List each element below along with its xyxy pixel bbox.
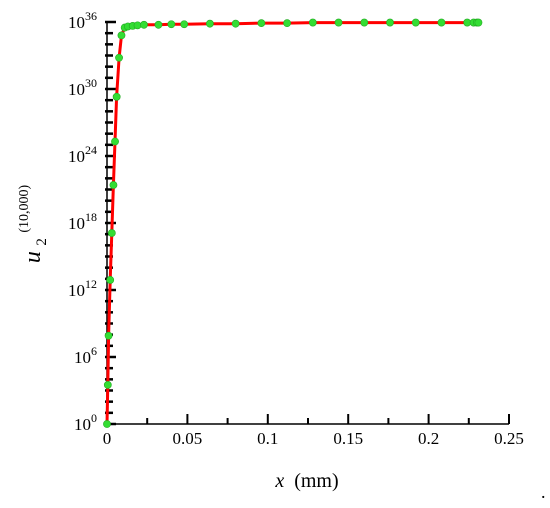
data-point (360, 18, 369, 27)
data-point (107, 229, 116, 237)
y-tick-exponent: 6 (91, 344, 97, 358)
x-axis-title: x (mm) (274, 470, 338, 492)
y-tick-label: 1024 (68, 143, 97, 166)
x-tick-label: 0.25 (494, 429, 524, 448)
data-point (167, 20, 176, 29)
y-tick-label: 100 (74, 411, 97, 434)
trailing-period: . (541, 482, 546, 502)
data-point (109, 181, 118, 189)
data-point (180, 20, 189, 29)
data-point (206, 19, 214, 28)
data-point (111, 137, 119, 146)
y-tick-label: 1030 (68, 76, 97, 99)
x-tick-label: 0.2 (418, 429, 439, 448)
x-tick-label: 0.05 (173, 429, 203, 448)
axes (106, 22, 509, 425)
y-axis-sup: (10,000) (17, 185, 32, 233)
data-point (463, 18, 472, 27)
data-point (106, 276, 115, 284)
data-point (411, 18, 420, 27)
y-tick-base: 10 (74, 348, 91, 367)
data-point (257, 19, 266, 28)
data-point (283, 19, 291, 28)
series (103, 18, 483, 428)
y-tick-exponent: 30 (85, 76, 97, 90)
y-tick-label: 1036 (68, 9, 97, 32)
data-point (115, 53, 123, 62)
y-tick-exponent: 0 (91, 411, 97, 425)
data-point (231, 19, 240, 28)
y-tick-exponent: 18 (85, 210, 97, 224)
axis-titles: x (mm) u 2 (10,000) (17, 185, 339, 492)
x-axis-unit: (mm) (294, 470, 338, 492)
data-point (474, 18, 483, 27)
data-point (133, 21, 142, 30)
y-tick-base: 10 (68, 13, 85, 32)
y-tick-base: 10 (68, 147, 85, 166)
y-tick-label: 106 (74, 344, 97, 367)
ticks (105, 20, 510, 426)
data-point (103, 420, 111, 428)
data-point (386, 18, 394, 27)
data-point (437, 18, 446, 27)
data-point (308, 18, 317, 27)
data-point (154, 20, 163, 29)
y-tick-label: 1018 (68, 210, 97, 233)
x-tick-label: 0.15 (333, 429, 363, 448)
y-axis-var: u (20, 251, 46, 263)
y-axis-title: u 2 (10,000) (17, 185, 51, 264)
x-tick-label: 0 (103, 429, 112, 448)
x-axis-var: x (274, 470, 284, 492)
y-tick-exponent: 24 (85, 143, 97, 157)
x-tick-label: 0.1 (257, 429, 278, 448)
data-point (112, 92, 121, 101)
series-line (105, 21, 479, 425)
y-tick-label: 1012 (68, 277, 97, 300)
y-tick-exponent: 36 (85, 9, 97, 23)
data-point (334, 18, 343, 27)
y-tick-base: 10 (68, 80, 85, 99)
y-tick-exponent: 12 (85, 277, 97, 291)
data-point (117, 31, 126, 40)
data-point (140, 20, 148, 29)
y-axis-sub: 2 (34, 238, 50, 246)
y-tick-base: 10 (74, 415, 91, 434)
y-tick-base: 10 (68, 281, 85, 300)
data-point (103, 381, 112, 389)
y-tick-base: 10 (68, 214, 85, 233)
data-point (104, 331, 113, 340)
